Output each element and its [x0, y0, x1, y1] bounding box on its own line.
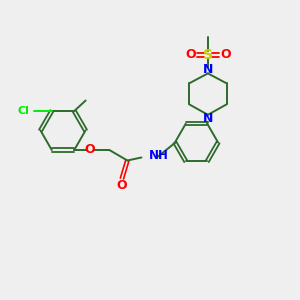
Text: O: O — [85, 143, 95, 157]
Text: O: O — [185, 48, 196, 61]
Text: Cl: Cl — [17, 106, 29, 116]
Text: NH: NH — [149, 149, 169, 163]
Text: O: O — [116, 178, 127, 192]
Text: N: N — [203, 63, 213, 76]
Text: S: S — [203, 48, 213, 62]
Text: O: O — [220, 48, 231, 61]
Text: N: N — [203, 112, 213, 125]
